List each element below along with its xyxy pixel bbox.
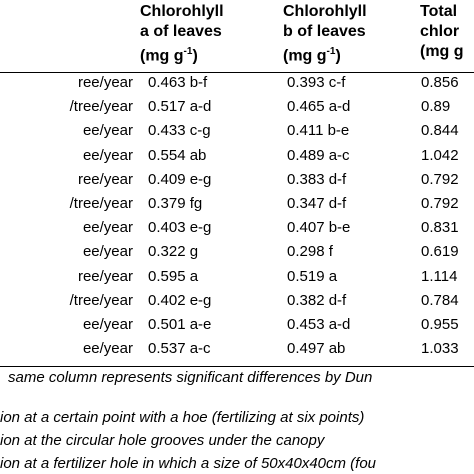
footnote: ion at a fertilizer hole in which a size… xyxy=(0,455,377,472)
header-text: Chlorohlyll xyxy=(283,3,367,20)
unit-text: (mg g xyxy=(140,47,184,65)
cell: 0.497 ab xyxy=(287,340,346,358)
header-text: Total xyxy=(420,3,458,20)
cell: 0.489 a-c xyxy=(287,146,350,164)
cell: 0.298 f xyxy=(287,243,333,261)
cell: 0.382 d-f xyxy=(287,291,347,309)
cell: 0.856 xyxy=(421,74,459,91)
cell: 0.517 a-d xyxy=(148,98,212,116)
cell: 0.792 xyxy=(421,170,459,188)
header-rule xyxy=(0,72,474,73)
unit-sup: -1 xyxy=(326,46,336,57)
unit-sup: -1 xyxy=(183,46,193,57)
bottom-rule xyxy=(0,366,474,367)
footnote: same column represents significant diffe… xyxy=(8,369,373,386)
unit-close: ) xyxy=(335,47,341,65)
cell: 0.411 b-e xyxy=(287,122,350,140)
cell: 0.554 ab xyxy=(148,146,207,164)
cell: 1.042 xyxy=(421,146,459,164)
unit-text: (mg g xyxy=(420,43,464,60)
row-label: /tree/year xyxy=(69,98,133,116)
header-unit: (mg g xyxy=(420,42,464,62)
cell: 0.519 a xyxy=(287,267,338,285)
header-unit: (mg g-1) xyxy=(283,42,341,66)
cell: 0.619 xyxy=(421,243,459,261)
row-label: ee/year xyxy=(82,340,133,358)
header-text: a of leaves xyxy=(140,23,222,40)
cell: 0.831 xyxy=(421,219,459,237)
unit-close: ) xyxy=(192,47,198,65)
cell: 0.844 xyxy=(421,122,459,140)
cell: 0.402 e-g xyxy=(148,291,212,309)
row-label: ree/year xyxy=(77,170,133,188)
cell: 0.403 e-g xyxy=(148,219,212,237)
header-text: Chlorohlyll xyxy=(140,3,224,20)
cell: 0.393 c-f xyxy=(287,74,346,91)
cell: 0.784 xyxy=(421,291,459,309)
cell: 0.955 xyxy=(421,316,459,333)
row-label: /tree/year xyxy=(69,291,133,309)
cell: 1.114 xyxy=(421,267,458,285)
cell: 0.407 b-e xyxy=(287,219,351,237)
row-label: ee/year xyxy=(82,243,133,261)
cell: 0.409 e-g xyxy=(148,170,212,188)
cell: 0.792 xyxy=(421,195,459,212)
row-label: ee/year xyxy=(82,219,133,237)
header-unit: (mg g-1) xyxy=(140,42,198,66)
cell: 0.322 g xyxy=(148,243,199,261)
row-label: ree/year xyxy=(77,74,133,91)
cell: 0.379 fg xyxy=(148,195,203,212)
cell: 0.537 a-c xyxy=(148,340,211,358)
row-label: /tree/year xyxy=(69,195,133,212)
row-label: ee/year xyxy=(82,316,133,333)
cell: 0.501 a-e xyxy=(148,316,212,333)
cell: 0.463 b-f xyxy=(148,74,208,91)
cell: 0.453 a-d xyxy=(287,316,351,333)
header-text: b of leaves xyxy=(283,23,366,40)
cell: 0.89 xyxy=(421,98,451,116)
cell: 0.383 d-f xyxy=(287,170,347,188)
row-label: ee/year xyxy=(82,146,133,164)
cell: 0.465 a-d xyxy=(287,98,351,116)
footnote: ion at a certain point with a hoe (ferti… xyxy=(0,409,365,426)
cell: 1.033 xyxy=(421,340,459,358)
footnote: ion at the circular hole grooves under t… xyxy=(0,432,325,449)
cell: 0.347 d-f xyxy=(287,195,347,212)
row-label: ee/year xyxy=(82,122,133,140)
cell: 0.595 a xyxy=(148,267,199,285)
header-text: chlor xyxy=(420,23,460,40)
row-label: ree/year xyxy=(77,267,133,285)
cell: 0.433 c-g xyxy=(148,122,211,140)
unit-text: (mg g xyxy=(283,47,327,65)
